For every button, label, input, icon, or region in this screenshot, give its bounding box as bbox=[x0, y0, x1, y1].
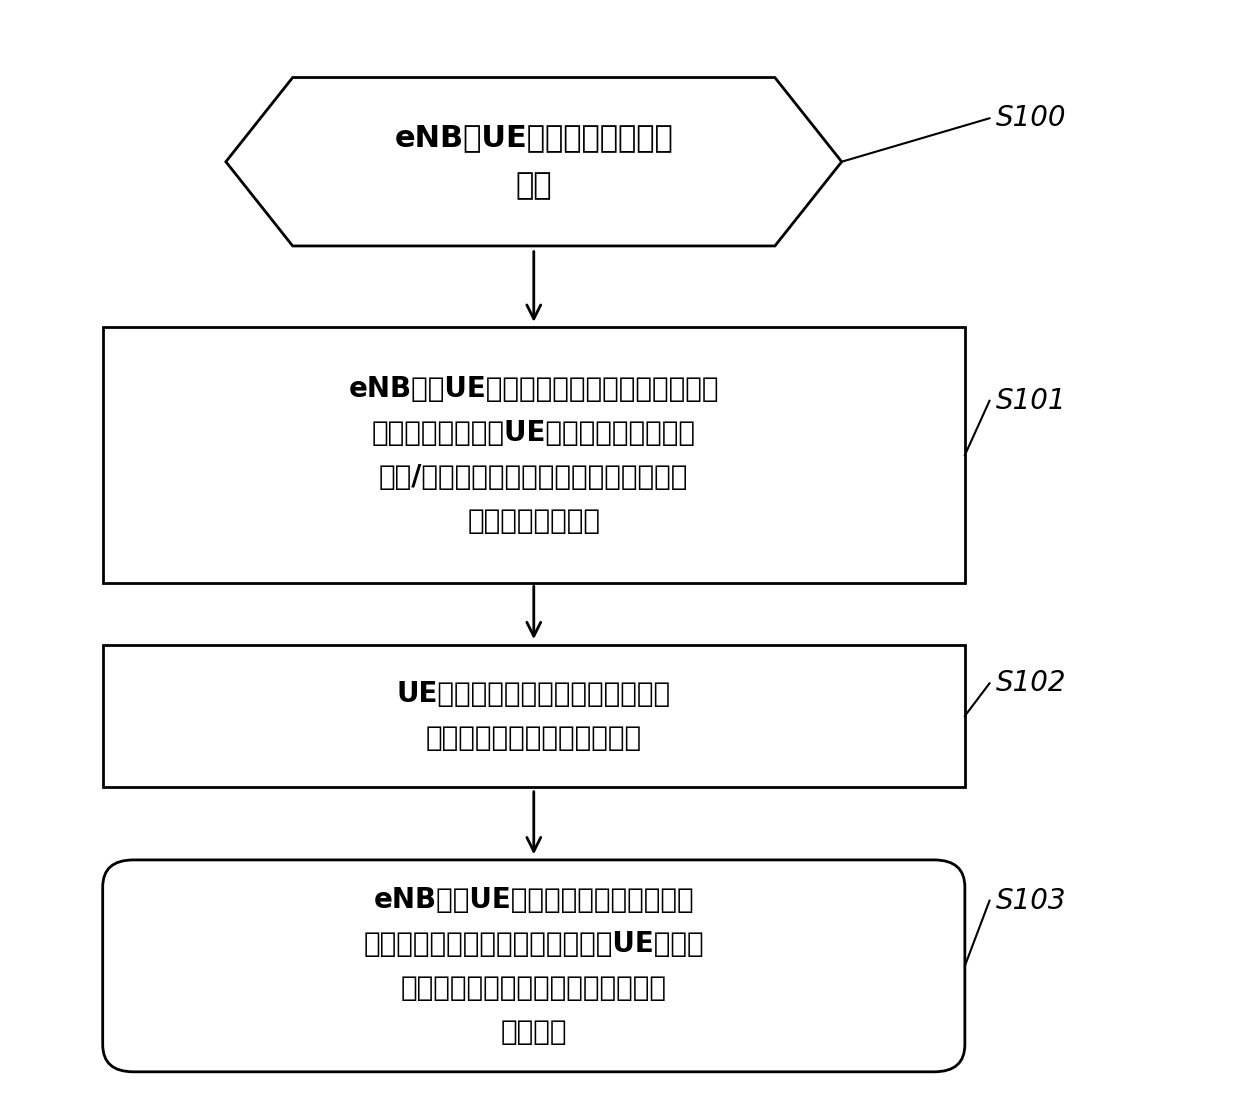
Text: UE执行相应的测量，并上报测量结: UE执行相应的测量，并上报测量结 bbox=[397, 680, 671, 707]
Text: 令和/或系统间测量开启指令，以及对应的: 令和/或系统间测量开启指令，以及对应的 bbox=[379, 463, 688, 492]
Text: S103: S103 bbox=[996, 887, 1066, 914]
Text: S100: S100 bbox=[996, 104, 1066, 132]
Text: 信息: 信息 bbox=[516, 172, 552, 200]
Text: S102: S102 bbox=[996, 669, 1066, 698]
Text: 关闭测量: 关闭测量 bbox=[501, 1018, 567, 1046]
Text: 量开启事件后，向UE下发频间测量开启指: 量开启事件后，向UE下发频间测量开启指 bbox=[372, 419, 696, 447]
Text: S101: S101 bbox=[996, 387, 1066, 415]
Text: 频间切换或系统间切换，或者根据UE基于测: 频间切换或系统间切换，或者根据UE基于测 bbox=[363, 930, 704, 958]
Bar bbox=[103, 645, 965, 786]
Text: eNB接收UE基于测量开启配置信息触发的测: eNB接收UE基于测量开启配置信息触发的测 bbox=[348, 374, 719, 403]
FancyBboxPatch shape bbox=[103, 860, 965, 1072]
Text: eNB向UE下发测量开启配置: eNB向UE下发测量开启配置 bbox=[394, 123, 673, 152]
Text: 果事件，或触发测量关闭事件: 果事件，或触发测量关闭事件 bbox=[425, 724, 642, 752]
Text: 测量关闭配置信息: 测量关闭配置信息 bbox=[467, 507, 600, 535]
Bar bbox=[103, 327, 965, 583]
Text: eNB根据UE上报的测量结果事件启动: eNB根据UE上报的测量结果事件启动 bbox=[373, 886, 694, 913]
Polygon shape bbox=[226, 78, 842, 246]
Text: 量关闭配置信息触发的测量关闭事件: 量关闭配置信息触发的测量关闭事件 bbox=[401, 973, 667, 1002]
